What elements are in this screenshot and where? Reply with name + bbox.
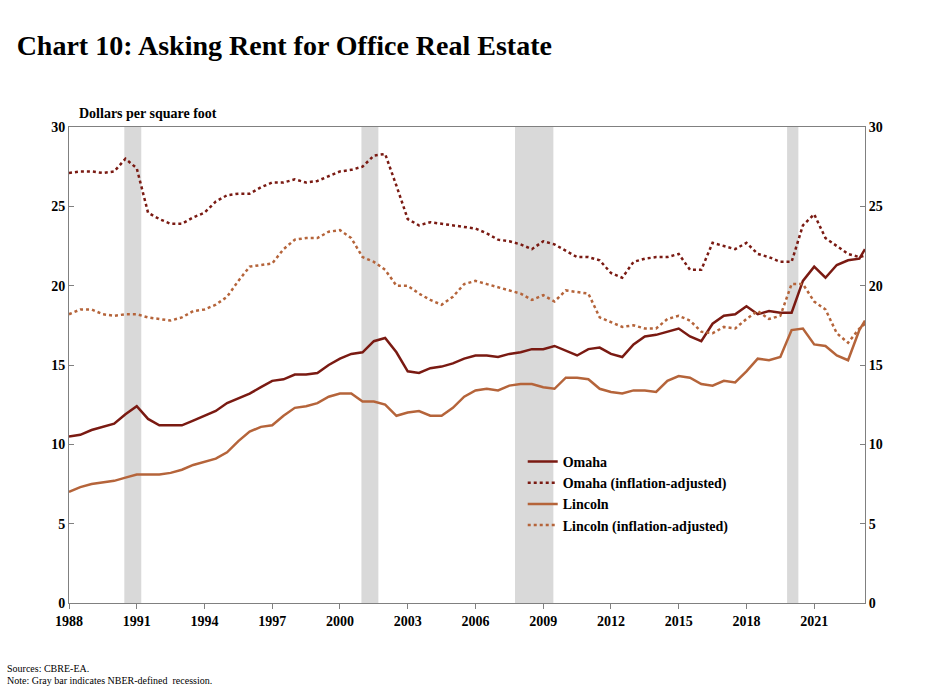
svg-text:Lincoln: Lincoln bbox=[563, 497, 609, 512]
svg-text:20: 20 bbox=[869, 279, 883, 294]
svg-text:2015: 2015 bbox=[665, 614, 693, 629]
svg-text:15: 15 bbox=[51, 358, 65, 373]
svg-text:Lincoln (inflation-adjusted): Lincoln (inflation-adjusted) bbox=[563, 519, 729, 535]
svg-text:2003: 2003 bbox=[394, 614, 422, 629]
svg-text:30: 30 bbox=[51, 120, 65, 135]
svg-text:25: 25 bbox=[869, 199, 883, 214]
svg-text:5: 5 bbox=[869, 517, 876, 532]
svg-text:2018: 2018 bbox=[732, 614, 760, 629]
svg-text:2012: 2012 bbox=[597, 614, 625, 629]
svg-text:30: 30 bbox=[869, 120, 883, 135]
svg-text:0: 0 bbox=[58, 596, 65, 611]
svg-text:Omaha: Omaha bbox=[563, 455, 607, 470]
svg-text:2021: 2021 bbox=[800, 614, 828, 629]
svg-text:Dollars per square foot: Dollars per square foot bbox=[79, 106, 217, 121]
svg-text:1997: 1997 bbox=[258, 614, 286, 629]
svg-text:1988: 1988 bbox=[55, 614, 83, 629]
svg-text:1994: 1994 bbox=[190, 614, 218, 629]
svg-text:0: 0 bbox=[869, 596, 876, 611]
svg-text:25: 25 bbox=[51, 199, 65, 214]
svg-text:Omaha (inflation-adjusted): Omaha (inflation-adjusted) bbox=[563, 476, 727, 492]
svg-text:20: 20 bbox=[51, 279, 65, 294]
svg-text:2009: 2009 bbox=[529, 614, 557, 629]
svg-text:15: 15 bbox=[869, 358, 883, 373]
svg-text:2006: 2006 bbox=[461, 614, 489, 629]
svg-text:5: 5 bbox=[58, 517, 65, 532]
svg-text:10: 10 bbox=[869, 437, 883, 452]
svg-text:Chart 10: Asking Rent for Offi: Chart 10: Asking Rent for Office Real Es… bbox=[17, 30, 552, 61]
svg-text:2000: 2000 bbox=[326, 614, 354, 629]
svg-text:Sources: CBRE-EA.: Sources: CBRE-EA. bbox=[7, 663, 89, 674]
svg-text:10: 10 bbox=[51, 437, 65, 452]
svg-text:Note: Gray bar indicates NBER-: Note: Gray bar indicates NBER-defined re… bbox=[7, 675, 212, 686]
svg-text:1991: 1991 bbox=[123, 614, 151, 629]
